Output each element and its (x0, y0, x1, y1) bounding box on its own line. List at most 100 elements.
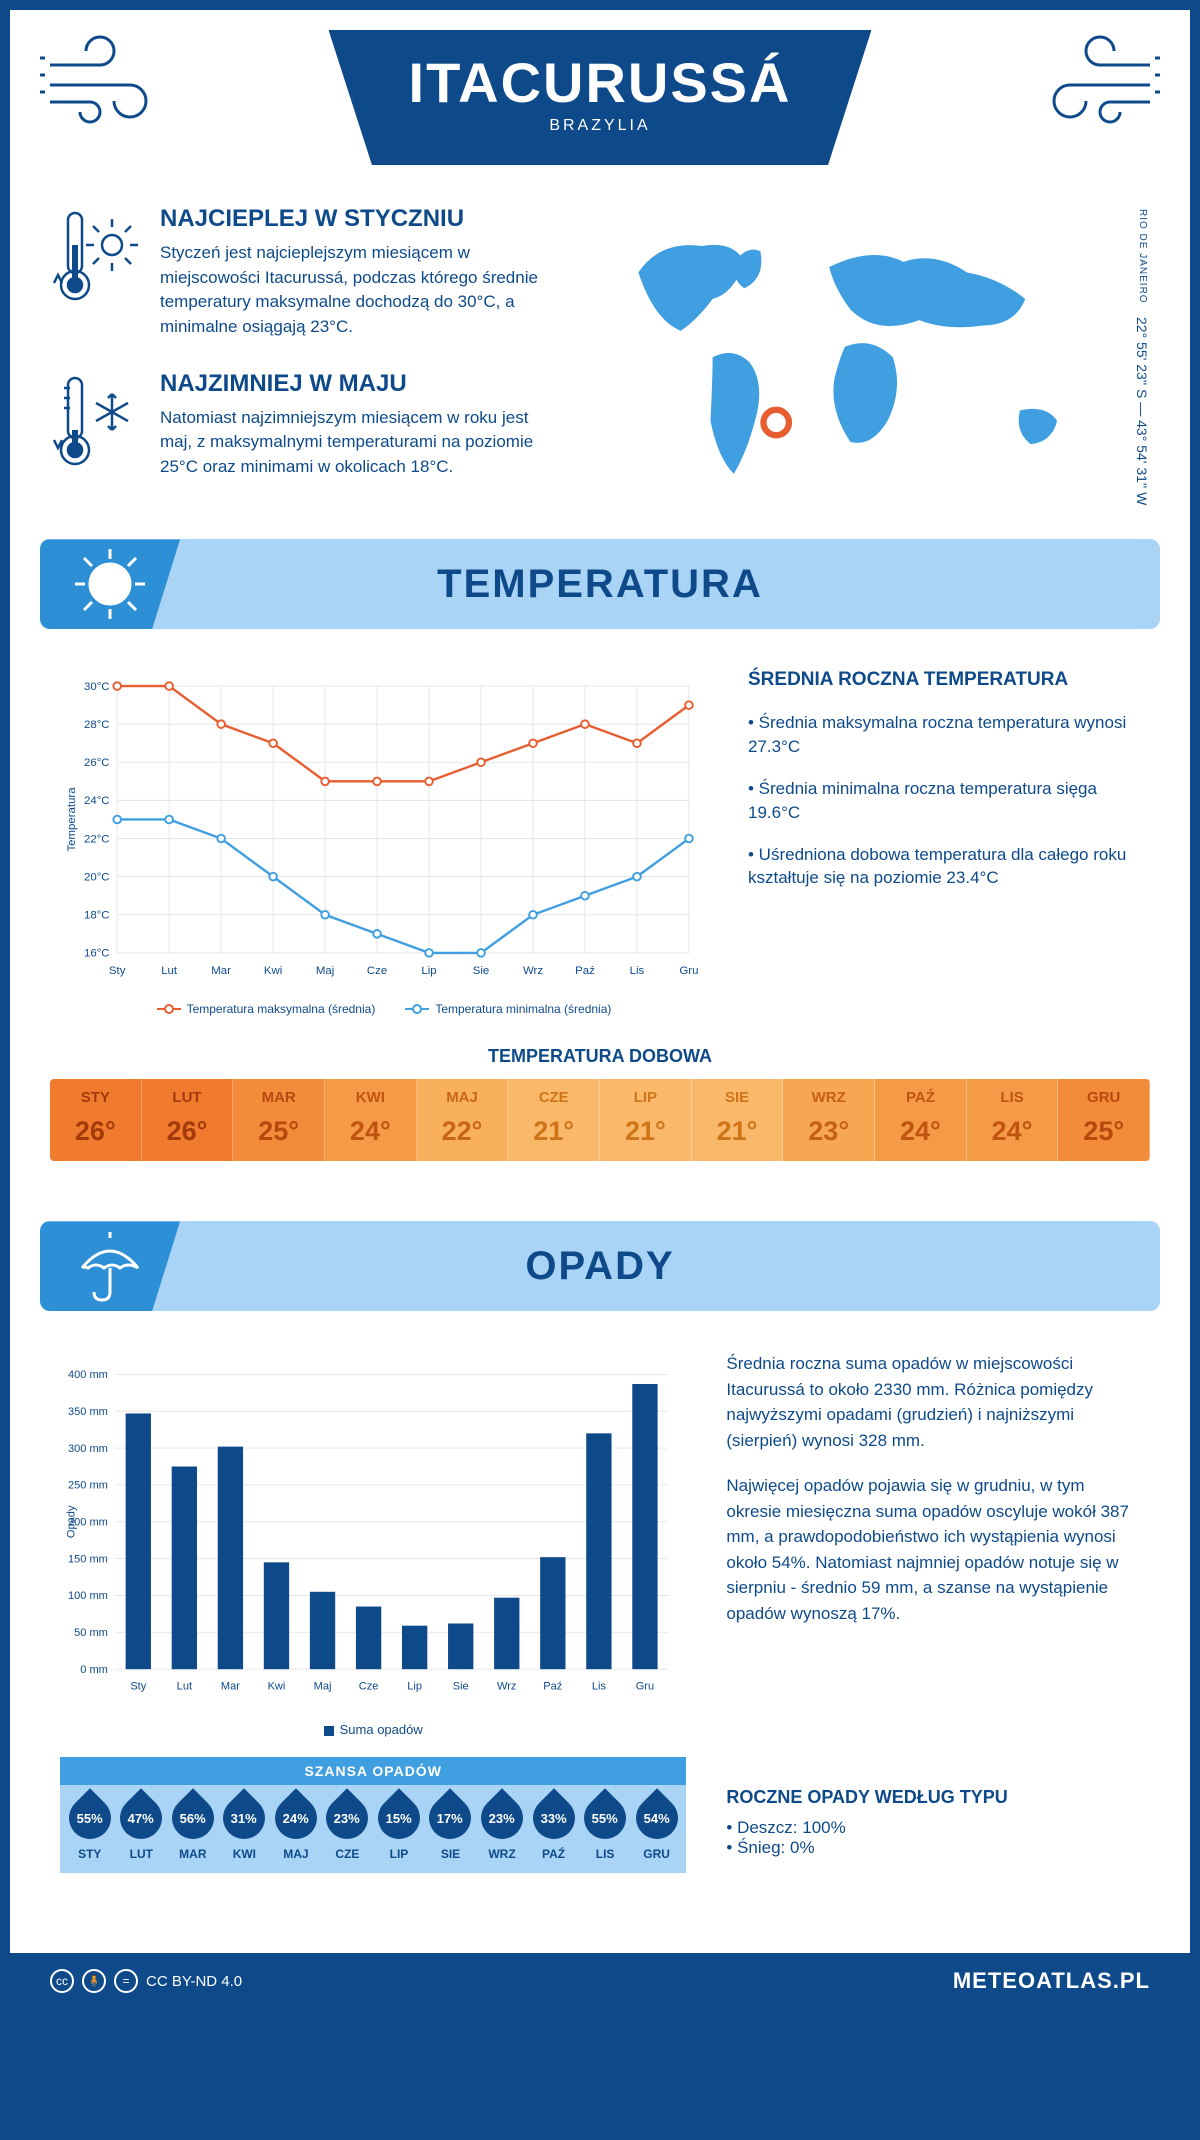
precip-row: 0 mm50 mm100 mm150 mm200 mm250 mm300 mm3… (10, 1311, 1190, 1757)
svg-text:Sie: Sie (453, 1681, 469, 1693)
temp-stats-bullet: • Średnia minimalna roczna temperatura s… (748, 777, 1140, 825)
precip-chance-body: 55%STY47%LUT56%MAR31%KWI24%MAJ23%CZE15%L… (60, 1785, 686, 1873)
section-header-precip: OPADY (40, 1221, 1160, 1311)
precip-para-1: Średnia roczna suma opadów w miejscowośc… (726, 1351, 1140, 1453)
raindrop-icon: 55% (575, 1789, 634, 1848)
svg-text:30°C: 30°C (84, 681, 110, 693)
raindrop-icon: 23% (318, 1789, 377, 1848)
daily-temp-cell: LIP21° (600, 1079, 692, 1161)
svg-text:Lut: Lut (177, 1681, 192, 1693)
svg-text:350 mm: 350 mm (68, 1406, 108, 1418)
svg-text:22°C: 22°C (84, 834, 110, 846)
temp-stats: ŚREDNIA ROCZNA TEMPERATURA • Średnia mak… (748, 669, 1140, 1016)
chance-cell: 23%WRZ (476, 1797, 528, 1861)
info-cold-text: Natomiast najzimniejszym miesiącem w rok… (160, 406, 556, 480)
section-header-temperature: TEMPERATURA (40, 539, 1160, 629)
coords-sidebar: RIO DE JANEIRO 22° 55' 23'' S — 43° 54' … (1126, 205, 1150, 509)
temperature-row: 16°C18°C20°C22°C24°C26°C28°C30°CStyLutMa… (10, 629, 1190, 1026)
svg-text:Lis: Lis (592, 1681, 607, 1693)
svg-text:Lip: Lip (421, 965, 436, 977)
svg-text:18°C: 18°C (84, 910, 110, 922)
temp-stats-bullet: • Średnia maksymalna roczna temperatura … (748, 711, 1140, 759)
license-text: CC BY-ND 4.0 (146, 1973, 242, 1990)
svg-text:Maj: Maj (316, 965, 334, 977)
raindrop-icon: 17% (421, 1789, 480, 1848)
precip-type-title: ROCZNE OPADY WEDŁUG TYPU (726, 1787, 1140, 1808)
svg-text:50 mm: 50 mm (74, 1627, 108, 1639)
svg-text:Lut: Lut (161, 965, 178, 977)
svg-text:Gru: Gru (636, 1681, 654, 1693)
chance-cell: 31%KWI (219, 1797, 271, 1861)
chance-cell: 47%LUT (116, 1797, 168, 1861)
by-icon: 🧍 (82, 1969, 106, 1993)
info-row: NAJCIEPLEJ W STYCZNIU Styczeń jest najci… (10, 165, 1190, 539)
daily-temp-cell: GRU25° (1058, 1079, 1150, 1161)
wind-deco-left-icon (40, 30, 180, 135)
svg-text:Sty: Sty (109, 965, 126, 977)
precip-chance-panel: SZANSA OPADÓW 55%STY47%LUT56%MAR31%KWI24… (60, 1757, 686, 1873)
raindrop-icon: 15% (369, 1789, 428, 1848)
precip-type-block: ROCZNE OPADY WEDŁUG TYPU • Deszcz: 100% … (726, 1787, 1140, 1873)
svg-text:24°C: 24°C (84, 796, 110, 808)
svg-text:Cze: Cze (367, 965, 387, 977)
map-area: RIO DE JANEIRO 22° 55' 23'' S — 43° 54' … (596, 205, 1150, 509)
precip-type-snow: • Śnieg: 0% (726, 1838, 1140, 1858)
region-label: RIO DE JANEIRO (1137, 209, 1148, 304)
country-name: BRAZYLIA (409, 117, 792, 135)
raindrop-icon: 55% (60, 1789, 119, 1848)
svg-text:Sty: Sty (130, 1681, 146, 1693)
daily-temp-title: TEMPERATURA DOBOWA (10, 1046, 1190, 1067)
svg-text:100 mm: 100 mm (68, 1591, 108, 1603)
svg-text:Wrz: Wrz (523, 965, 543, 977)
svg-text:16°C: 16°C (84, 948, 110, 960)
footer: cc 🧍 = CC BY-ND 4.0 METEOATLAS.PL (10, 1953, 1190, 2009)
daily-temp-cell: CZE21° (508, 1079, 600, 1161)
daily-temp-cell: KWI24° (325, 1079, 417, 1161)
coords-label: 22° 55' 23'' S — 43° 54' 31'' W (1134, 317, 1150, 505)
precip-legend: Suma opadów (60, 1722, 686, 1737)
svg-text:Temperatura: Temperatura (66, 787, 78, 852)
svg-text:Cze: Cze (359, 1681, 379, 1693)
section-title-precip: OPADY (180, 1244, 1020, 1289)
svg-text:Lip: Lip (407, 1681, 422, 1693)
cc-icon: cc (50, 1969, 74, 1993)
svg-text:Sie: Sie (473, 965, 490, 977)
daily-temp-cell: MAR25° (233, 1079, 325, 1161)
section-title-temperature: TEMPERATURA (180, 562, 1020, 607)
raindrop-icon: 56% (163, 1789, 222, 1848)
svg-text:Wrz: Wrz (497, 1681, 516, 1693)
svg-text:Gru: Gru (679, 965, 698, 977)
svg-text:0 mm: 0 mm (80, 1664, 108, 1676)
license-block: cc 🧍 = CC BY-ND 4.0 (50, 1969, 242, 1993)
daily-temp-cell: LIS24° (967, 1079, 1059, 1161)
svg-text:Mar: Mar (221, 1681, 240, 1693)
raindrop-icon: 23% (472, 1789, 531, 1848)
raindrop-icon: 31% (215, 1789, 274, 1848)
title-banner: ITACURUSSÁ BRAZYLIA (329, 30, 872, 165)
daily-temp-cell: STY26° (50, 1079, 142, 1161)
temp-stats-title: ŚREDNIA ROCZNA TEMPERATURA (748, 669, 1140, 691)
bottom-row: SZANSA OPADÓW 55%STY47%LUT56%MAR31%KWI24… (10, 1757, 1190, 1913)
chance-cell: 23%CZE (322, 1797, 374, 1861)
daily-temp-cell: WRZ23° (783, 1079, 875, 1161)
thermo-cold-icon (50, 370, 140, 480)
svg-text:300 mm: 300 mm (68, 1443, 108, 1455)
svg-text:150 mm: 150 mm (68, 1554, 108, 1566)
daily-temp-cell: MAJ22° (417, 1079, 509, 1161)
svg-text:28°C: 28°C (84, 719, 110, 731)
svg-text:250 mm: 250 mm (68, 1480, 108, 1492)
svg-text:Maj: Maj (314, 1681, 332, 1693)
world-map (596, 205, 1126, 509)
svg-text:Paź: Paź (543, 1681, 562, 1693)
info-hot-title: NAJCIEPLEJ W STYCZNIU (160, 205, 556, 233)
svg-text:Lis: Lis (630, 965, 645, 977)
legend-max: Temperatura maksymalna (średnia) (157, 1002, 376, 1016)
raindrop-icon: 54% (627, 1789, 686, 1848)
header: ITACURUSSÁ BRAZYLIA (10, 10, 1190, 165)
chance-cell: 17%SIE (425, 1797, 477, 1861)
svg-text:Opady: Opady (66, 1506, 78, 1539)
temp-chart-legend: Temperatura maksymalna (średnia) Tempera… (60, 1002, 708, 1016)
info-block-hot: NAJCIEPLEJ W STYCZNIU Styczeń jest najci… (50, 205, 556, 340)
precip-type-rain: • Deszcz: 100% (726, 1818, 1140, 1838)
raindrop-icon: 24% (266, 1789, 325, 1848)
